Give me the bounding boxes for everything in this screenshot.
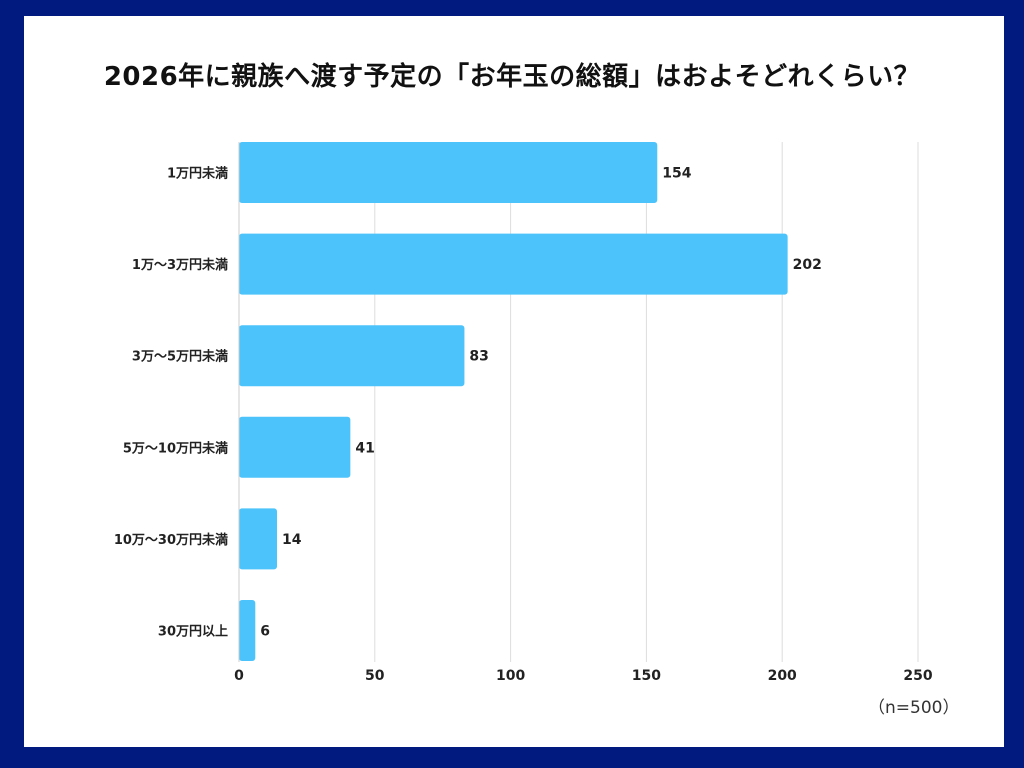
category-label: 3万〜5万円未満 (132, 349, 228, 365)
data-label: 14 (282, 532, 302, 548)
bar (239, 233, 788, 295)
category-label: 5万〜10万円未満 (123, 440, 228, 456)
bar (239, 416, 351, 478)
data-label: 6 (260, 624, 270, 640)
x-tick-label: 250 (903, 668, 932, 684)
bar (239, 600, 256, 661)
x-tick-label: 50 (365, 668, 385, 684)
sample-size-note: （n=500） (868, 698, 960, 718)
x-tick-label: 200 (768, 668, 797, 684)
x-tick-label: 0 (234, 668, 244, 684)
data-label: 41 (355, 440, 374, 456)
bar (239, 508, 278, 570)
data-label: 202 (793, 257, 822, 273)
chart-card (24, 16, 1004, 747)
data-label: 154 (662, 166, 691, 182)
x-tick-label: 100 (496, 668, 525, 684)
chart-title: 2026年に親族へ渡す予定の「お年玉の総額」はおよそどれくらい？ (103, 62, 921, 92)
category-label: 1万〜3万円未満 (132, 257, 228, 273)
bar (239, 142, 658, 203)
x-tick-label: 150 (632, 668, 661, 684)
data-label: 83 (469, 349, 488, 365)
category-label: 30万円以上 (158, 625, 228, 640)
bar (239, 325, 465, 387)
category-label: 10万〜30万円未満 (114, 532, 228, 548)
category-label: 1万円未満 (167, 166, 228, 182)
